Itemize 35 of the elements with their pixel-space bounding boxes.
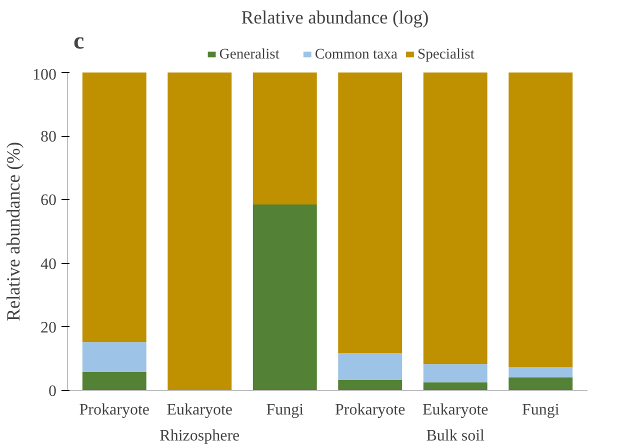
legend-label: Specialist [417,46,474,62]
bar [82,342,146,372]
chart-title: Relative abundance (log) [241,8,429,28]
text: Bulk soil [426,428,486,444]
x-tick-label: Prokaryote [335,402,406,418]
bar [423,382,488,390]
y-tick-label: 20 [40,319,56,336]
y-axis-title: Relative abundance (%) [4,142,24,322]
bar [338,72,402,353]
bar [338,380,402,390]
x-tick-label: Fungi [266,402,304,418]
y-tick-label: 80 [40,128,56,146]
bar [508,377,573,390]
y-tick-label: 60 [40,192,56,210]
bar [82,372,146,390]
legend-label: Common taxa [314,46,398,62]
y-tick-label: 40 [40,256,56,273]
bar [508,72,573,368]
bar [168,72,232,390]
bar [252,204,317,390]
bar [423,364,488,382]
legend-label: Generalist [219,46,280,62]
x-tick-label: Eukaryote [166,402,233,418]
x-tick-label: Fungi [522,402,560,418]
text: c [74,28,84,54]
x-tick-label: Prokaryote [79,402,150,418]
y-tick-label: 0 [48,383,56,400]
bar [82,72,146,342]
bar [338,352,402,380]
bar [423,72,488,364]
text: Rhizosphere [160,428,240,444]
bar [252,72,317,204]
y-tick-label: 100 [32,66,56,84]
x-tick-label: Eukaryote [422,402,488,418]
bar [508,367,573,378]
